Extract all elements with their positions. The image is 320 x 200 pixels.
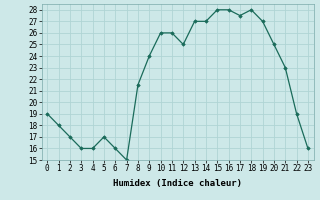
X-axis label: Humidex (Indice chaleur): Humidex (Indice chaleur) (113, 179, 242, 188)
